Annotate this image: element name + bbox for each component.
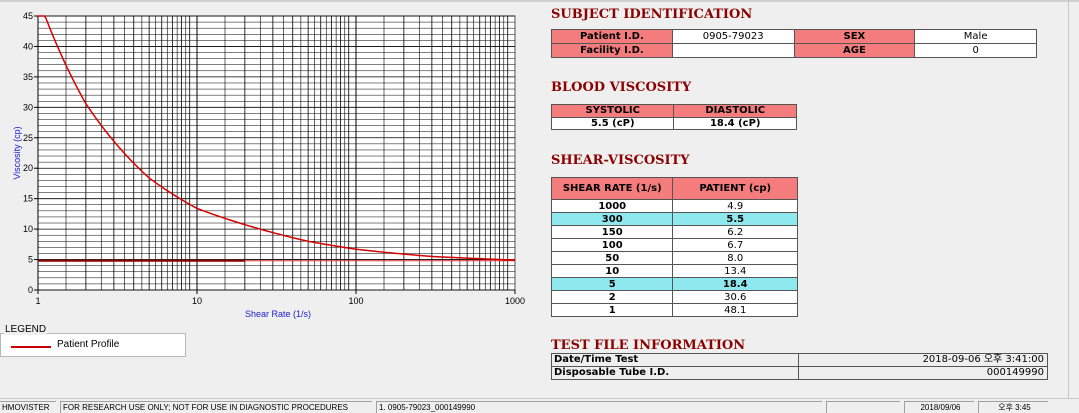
tube-id-label: Disposable Tube I.D. <box>551 366 799 380</box>
table-row: 300 5.5 <box>550 212 798 226</box>
datetime-label: Date/Time Test <box>551 353 799 367</box>
legend-title: LEGEND <box>4 324 48 335</box>
sex-label: SEX <box>793 29 916 44</box>
y-tick-label: 15 <box>23 194 33 204</box>
shear-rate-cell: 1000 <box>550 199 674 213</box>
shear-rate-cell: 5 <box>550 277 674 291</box>
legend-item-patient-profile: Patient Profile <box>57 339 120 350</box>
age-value: 0 <box>914 43 1037 58</box>
age-label: AGE <box>793 43 916 58</box>
table-row: 1000 4.9 <box>550 199 798 213</box>
status-bar: HMOVISTER FOR RESEARCH USE ONLY; NOT FOR… <box>0 398 1079 413</box>
top-border <box>0 0 1079 2</box>
x-tick-label: 1000 <box>505 296 525 306</box>
patient-cp-cell: 48.1 <box>672 303 798 317</box>
patient-cp-cell: 30.6 <box>672 290 798 304</box>
tick-layer: 0 5 10 15 20 25 30 35 40 45 1 10 100 1000 <box>23 11 525 306</box>
sex-value: Male <box>914 29 1037 44</box>
y-axis-label: Viscosity (cp) <box>12 126 22 179</box>
table-row: 2 30.6 <box>550 290 798 304</box>
right-divider <box>1068 0 1069 398</box>
test-file-title: TEST FILE INFORMATION <box>551 338 746 353</box>
patient-cp-header: PATIENT (cp) <box>672 177 798 200</box>
x-axis-label: Shear Rate (1/s) <box>245 309 311 319</box>
shear-rate-cell: 300 <box>550 212 674 226</box>
shear-rate-cell: 100 <box>550 238 674 252</box>
patient-id-label: Patient I.D. <box>551 29 673 44</box>
status-notice: FOR RESEARCH USE ONLY; NOT FOR USE IN DI… <box>60 401 372 413</box>
tube-id-value: 000149990 <box>797 366 1048 380</box>
systolic-value: 5.5 (cP) <box>550 117 675 130</box>
patient-cp-cell: 6.2 <box>672 225 798 239</box>
status-file: 1. 0905-79023_000149990 <box>376 401 822 413</box>
table-row: 1 48.1 <box>550 303 798 317</box>
patient-id-value: 0905-79023 <box>671 29 795 44</box>
y-tick-label: 30 <box>23 102 33 112</box>
datetime-value: 2018-09-06 오후 3:41:00 <box>797 353 1048 367</box>
y-tick-label: 35 <box>23 72 33 82</box>
shear-rate-header: SHEAR RATE (1/s) <box>550 177 674 200</box>
x-tick-label: 1 <box>35 296 40 306</box>
table-row: 100 6.7 <box>550 238 798 252</box>
status-time: 오후 3:45 <box>978 401 1048 413</box>
patient-cp-cell: 13.4 <box>672 264 798 278</box>
blood-viscosity-title: BLOOD VISCOSITY <box>551 80 692 95</box>
patient-cp-cell: 6.7 <box>672 238 798 252</box>
patient-cp-cell: 18.4 <box>672 277 798 291</box>
viscosity-chart: 0 5 10 15 20 25 30 35 40 45 1 10 100 1000 Shear Rate … <box>12 11 525 319</box>
x-tick-label: 10 <box>192 296 202 306</box>
series-line-patient-profile <box>38 15 516 261</box>
y-tick-label: 20 <box>23 163 33 173</box>
subject-table: Patient I.D. 0905-79023 SEX Male Facilit… <box>551 29 1037 58</box>
shear-rate-cell: 1 <box>550 303 674 317</box>
shear-viscosity-title: SHEAR-VISCOSITY <box>551 153 690 168</box>
y-tick-label: 25 <box>23 133 33 143</box>
shear-viscosity-table: SHEAR RATE (1/s) PATIENT (cp) 1000 4.9 300… <box>550 177 798 317</box>
systolic-label: SYSTOLIC <box>550 104 675 118</box>
y-tick-label: 10 <box>23 224 33 234</box>
table-row: 150 6.2 <box>550 225 798 239</box>
y-tick-label: 40 <box>23 41 33 51</box>
test-file-table: Date/Time Test 2018-09-06 오후 3:41:00 Dis… <box>551 353 1048 380</box>
legend-frame: Patient Profile <box>0 333 186 357</box>
grid-layer <box>37 15 515 291</box>
shear-rate-cell: 50 <box>550 251 674 265</box>
patient-cp-cell: 5.5 <box>672 212 798 226</box>
blood-viscosity-table: SYSTOLIC DIASTOLIC 5.5 (cP) 18.4 (cP) <box>550 104 797 130</box>
diastolic-label: DIASTOLIC <box>673 104 797 118</box>
diastolic-value: 18.4 (cP) <box>673 117 797 130</box>
patient-cp-cell: 8.0 <box>672 251 798 265</box>
subject-identification-title: SUBJECT IDENTIFICATION <box>551 7 753 22</box>
y-tick-label: 45 <box>23 11 33 21</box>
status-date: 2018/09/06 <box>904 401 974 413</box>
y-tick-label: 5 <box>28 255 33 265</box>
plot-area <box>37 15 516 291</box>
status-app-name: HMOVISTER <box>0 401 56 413</box>
table-row: 50 8.0 <box>550 251 798 265</box>
legend-line-swatch <box>11 346 51 348</box>
shear-rate-cell: 150 <box>550 225 674 239</box>
table-row: 10 13.4 <box>550 264 798 278</box>
table-row: 5 18.4 <box>550 277 798 291</box>
status-empty <box>826 401 900 413</box>
patient-cp-cell: 4.9 <box>672 199 798 213</box>
shear-rate-cell: 10 <box>550 264 674 278</box>
shear-rate-cell: 2 <box>550 290 674 304</box>
y-tick-label: 0 <box>28 285 33 295</box>
facility-id-label: Facility I.D. <box>551 43 673 58</box>
facility-id-value <box>671 43 795 58</box>
x-tick-label: 100 <box>348 296 363 306</box>
